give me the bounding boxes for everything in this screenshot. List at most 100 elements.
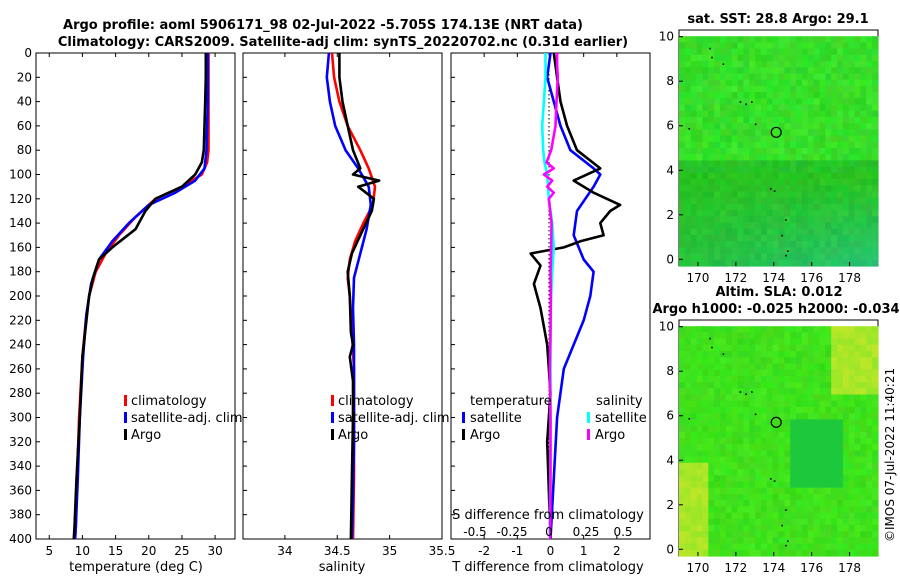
- map-cell: [714, 400, 721, 408]
- map-cell: [690, 54, 698, 62]
- map-cell: [760, 166, 768, 174]
- map-cell: [766, 481, 774, 489]
- map-cell: [796, 500, 803, 507]
- map-cell: [819, 148, 826, 155]
- map-cell: [784, 234, 791, 242]
- map-cell: [743, 400, 750, 408]
- map-cell: [860, 357, 867, 365]
- map-cell: [743, 406, 750, 414]
- map-cell: [860, 216, 867, 224]
- map-cell: [679, 36, 686, 43]
- map-cell: [837, 394, 844, 402]
- map-cell: [690, 259, 698, 267]
- map-cell: [848, 493, 856, 501]
- map-cell: [684, 419, 692, 427]
- map-cell: [696, 166, 704, 174]
- map-cell: [737, 382, 744, 389]
- map-cell: [837, 425, 844, 433]
- island-dot: [688, 417, 691, 420]
- map-cell: [837, 512, 844, 520]
- map-cell: [866, 506, 873, 514]
- map-cell: [848, 253, 856, 261]
- map-cell: [679, 259, 686, 267]
- map-cell: [866, 253, 873, 261]
- map-cell: [720, 228, 727, 236]
- map-cell: [837, 531, 844, 538]
- map-cell: [690, 363, 698, 371]
- map-cell: [731, 543, 739, 551]
- map-cell: [708, 148, 715, 155]
- map-cell: [848, 247, 856, 255]
- map-cell: [784, 444, 791, 451]
- map-cell: [854, 259, 862, 267]
- map-cell: [725, 518, 733, 526]
- map-cell: [708, 154, 715, 161]
- map-cell: [801, 48, 809, 56]
- map-cell: [725, 444, 733, 451]
- map-cell: [731, 135, 739, 143]
- map-cell: [872, 444, 879, 451]
- map-cell: [743, 419, 750, 427]
- map-cell: [837, 369, 844, 377]
- map-cell: [684, 475, 692, 483]
- map-cell: [831, 110, 838, 118]
- map-cell: [801, 191, 809, 199]
- map-cell: [714, 524, 721, 532]
- map-cell: [807, 450, 815, 458]
- map-cell: [766, 123, 774, 130]
- map-cell: [866, 203, 873, 211]
- map-cell: [690, 493, 698, 501]
- map-cell: [702, 216, 709, 224]
- map-cell: [848, 481, 856, 489]
- map-cell: [790, 154, 797, 161]
- map-cell: [854, 216, 862, 224]
- map-cell: [755, 253, 762, 261]
- map-cell: [790, 185, 797, 193]
- map-cell: [772, 42, 780, 50]
- map-cell: [790, 104, 797, 112]
- map-cell: [714, 160, 721, 168]
- map-cell: [860, 123, 867, 130]
- map-cell: [819, 154, 826, 161]
- map-cell: [696, 48, 704, 56]
- map-cell: [784, 500, 791, 507]
- map-cell: [825, 512, 832, 520]
- map-cell: [749, 191, 756, 199]
- map-cell: [837, 332, 844, 340]
- map-cell: [755, 141, 762, 149]
- map-cell: [819, 326, 826, 333]
- map-cell: [778, 104, 785, 112]
- map-cell: [854, 241, 862, 248]
- map-cell: [842, 531, 850, 538]
- map-cell: [766, 344, 774, 352]
- map-cell: [848, 413, 856, 420]
- map-cell: [766, 338, 774, 346]
- map-cell: [743, 369, 750, 377]
- map-cell: [860, 48, 867, 56]
- map-cell: [831, 228, 838, 236]
- map-cell: [720, 524, 727, 532]
- sla-map-title-line2: Argo h1000: -0.025 h2000: -0.034: [652, 302, 899, 317]
- map-cell: [872, 369, 879, 377]
- map-cell: [725, 475, 733, 483]
- map-cell: [679, 148, 686, 155]
- map-cell: [842, 228, 850, 236]
- map-cell: [801, 216, 809, 224]
- map-cell: [796, 234, 803, 242]
- map-cell: [702, 253, 709, 261]
- map-cell: [679, 388, 686, 396]
- map-cell: [737, 543, 744, 551]
- map-cell: [848, 259, 856, 267]
- map-cell: [743, 493, 750, 501]
- map-cell: [696, 61, 704, 68]
- map-cell: [696, 185, 704, 193]
- map-cell: [848, 116, 856, 124]
- map-cell: [772, 326, 780, 333]
- map-cell: [702, 462, 709, 470]
- y-tick-label: 4: [666, 163, 674, 177]
- map-cell: [720, 456, 727, 464]
- map-cell: [690, 216, 698, 224]
- y-tick-label: 240: [9, 338, 32, 352]
- map-cell: [702, 85, 709, 93]
- map-cell: [755, 48, 762, 56]
